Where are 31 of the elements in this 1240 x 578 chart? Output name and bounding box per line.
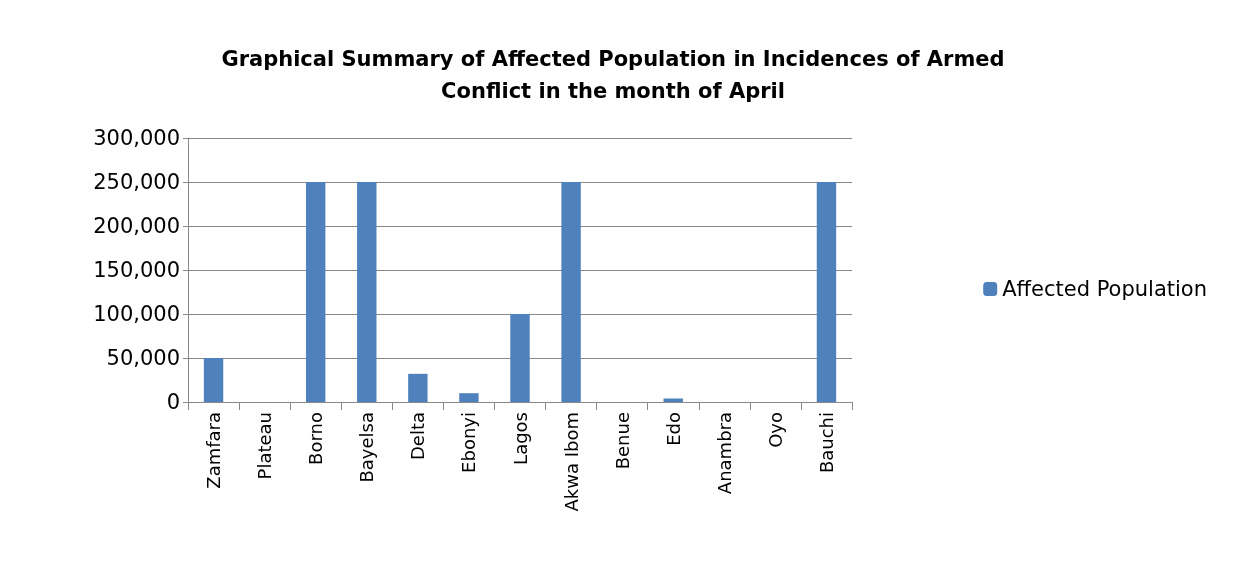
x-tick-label: Oyo [764, 412, 786, 448]
x-tick-label: Zamfara [203, 412, 225, 489]
x-tick-label: Benue [611, 412, 633, 470]
bar [561, 182, 581, 402]
x-tick-label: Lagos [509, 412, 531, 465]
x-tick-label: Edo [662, 412, 684, 446]
bar [305, 182, 326, 402]
bar [816, 182, 837, 402]
y-tick-label: 300,000 [93, 126, 180, 150]
y-tick-label: 0 [166, 390, 180, 414]
bar [510, 314, 530, 402]
x-tick-label: Ebonyi [458, 412, 480, 473]
x-tick-label: Akwa Ibom [560, 412, 582, 512]
y-tick-label: 150,000 [93, 258, 180, 282]
chart-title: Graphical Summary of Affected Population in Incidences of Armed Conflict in the month of April [221, 47, 1005, 103]
x-tick-label: Bayelsa [356, 412, 378, 483]
y-tick-label: 50,000 [106, 346, 180, 370]
bar [203, 358, 224, 402]
y-tick-label: 200,000 [93, 214, 180, 238]
y-tick-label: 100,000 [93, 302, 180, 326]
x-tick-label: Plateau [254, 412, 276, 480]
x-tick-label: Delta [407, 412, 429, 461]
bar [663, 398, 683, 402]
bar [459, 393, 479, 402]
y-tick-label: 250,000 [93, 170, 180, 194]
x-tick-label: Anambra [713, 412, 735, 495]
bar [408, 373, 428, 402]
legend-label: Affected Population [1002, 277, 1208, 301]
x-tick-label: Bauchi [815, 412, 837, 474]
x-tick-label: Borno [305, 412, 327, 465]
bar [357, 182, 377, 402]
